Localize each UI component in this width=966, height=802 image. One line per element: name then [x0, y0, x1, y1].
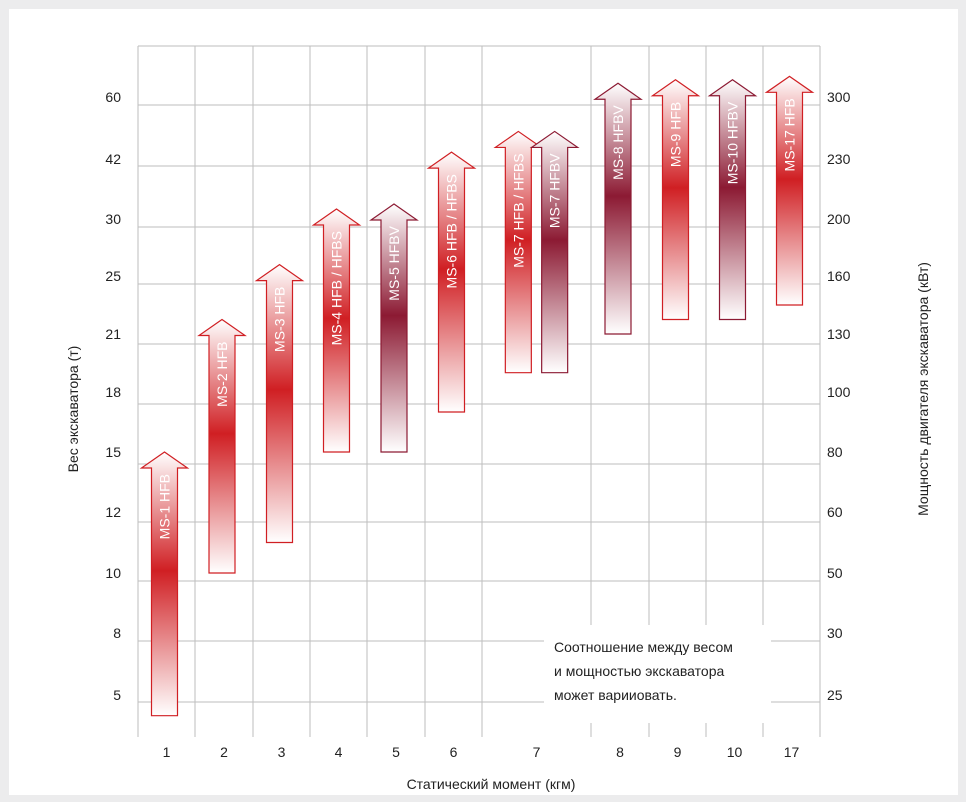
arrow-shape — [707, 79, 758, 321]
arrow-label: MS-5 HFBV — [386, 225, 402, 300]
arrow-shape — [593, 82, 643, 335]
note-line: Соотношение между весом — [554, 639, 733, 655]
arrow-series: MS-1 HFB MS-2 HFB MS-3 HFB MS-4 HFB / HFBS M… — [139, 75, 815, 717]
x-tick-label: 6 — [450, 744, 458, 760]
note-line: может варииовать. — [554, 687, 677, 703]
y-tick-right-label: 80 — [827, 444, 843, 460]
y-tick-right-label: 25 — [827, 687, 843, 703]
note-box: Соотношение между весом и мощностью экск… — [544, 625, 771, 723]
y-tick-right-label: 160 — [827, 268, 851, 284]
y-axis-left-ticks: 60 42 30 25 21 18 15 12 10 8 5 — [105, 89, 121, 703]
y-tick-left-label: 60 — [105, 89, 121, 105]
y-tick-right-label: 100 — [827, 384, 851, 400]
x-tick-label: 10 — [727, 744, 743, 760]
arrow-bar: MS-7 HFBV — [529, 130, 580, 374]
arrow-bar: MS-5 HFBV — [369, 203, 419, 453]
arrow-bar: MS-3 HFB — [254, 263, 305, 544]
arrow-bar: MS-2 HFB — [197, 318, 247, 574]
x-tick-label: 2 — [220, 744, 228, 760]
arrow-bar: MS-10 HFBV — [707, 79, 758, 321]
x-tick-label: 17 — [784, 744, 800, 760]
y-tick-right-label: 230 — [827, 151, 851, 167]
arrow-shape — [369, 203, 419, 453]
arrow-bar: MS-4 HFB / HFBS — [311, 208, 362, 453]
x-tick-label: 4 — [335, 744, 343, 760]
arrow-bar: MS-9 HFB — [650, 79, 701, 321]
arrow-shape — [254, 263, 305, 544]
x-tick-label: 7 — [533, 744, 541, 760]
y-tick-right-label: 60 — [827, 504, 843, 520]
x-axis-ticks: 1 2 3 4 5 6 7 8 9 10 17 — [163, 744, 800, 760]
arrow-shape — [426, 151, 477, 413]
y-axis-left-label: Вес экскаватора (т) — [65, 345, 81, 473]
arrow-label: MS-17 HFB — [782, 98, 798, 171]
y-tick-right-label: 300 — [827, 89, 851, 105]
arrow-label: MS-10 HFBV — [725, 101, 741, 184]
arrow-bar: MS-8 HFBV — [593, 82, 643, 335]
arrow-shape — [764, 75, 815, 306]
x-tick-label: 1 — [163, 744, 171, 760]
arrow-shape — [529, 130, 580, 374]
x-tick-label: 8 — [616, 744, 624, 760]
note-line: и мощностью экскаватора — [554, 663, 725, 679]
x-tick-label: 9 — [674, 744, 682, 760]
arrow-shape — [197, 318, 247, 574]
y-tick-right-label: 130 — [827, 326, 851, 342]
y-tick-right-label: 50 — [827, 565, 843, 581]
arrow-label: MS-3 HFB — [272, 287, 288, 352]
arrow-bar: MS-17 HFB — [764, 75, 815, 306]
x-axis-label: Статический момент (кгм) — [406, 776, 576, 792]
arrow-label: MS-2 HFB — [214, 342, 230, 407]
arrow-label: MS-8 HFBV — [610, 105, 626, 180]
y-axis-right-ticks: 300 230 200 160 130 100 80 60 50 30 25 — [827, 89, 851, 703]
chart-panel: 60 42 30 25 21 18 15 12 10 8 5 300 230 200 160 130 100 8… — [9, 9, 958, 795]
arrow-bar: MS-7 HFB / HFBS — [493, 130, 544, 374]
y-tick-right-label: 30 — [827, 625, 843, 641]
y-axis-right-label: Мощность двигателя экскаватора (кВт) — [915, 262, 931, 516]
y-tick-left-label: 30 — [105, 211, 121, 227]
arrow-bar: MS-1 HFB — [139, 451, 190, 717]
arrow-label: MS-7 HFBV — [547, 153, 563, 228]
x-tick-label: 3 — [278, 744, 286, 760]
arrow-label: MS-6 HFB / HFBS — [444, 174, 460, 288]
arrow-label: MS-7 HFB / HFBS — [510, 153, 526, 267]
arrow-shape — [139, 451, 190, 717]
arrow-shape — [311, 208, 362, 453]
arrow-label: MS-9 HFB — [668, 102, 684, 167]
y-tick-left-label: 8 — [113, 625, 121, 641]
x-tick-label: 5 — [392, 744, 400, 760]
y-tick-left-label: 25 — [105, 268, 121, 284]
arrow-shape — [650, 79, 701, 321]
arrow-label: MS-4 HFB / HFBS — [329, 231, 345, 345]
arrow-label: MS-1 HFB — [157, 474, 173, 539]
y-tick-right-label: 200 — [827, 211, 851, 227]
y-tick-left-label: 15 — [105, 444, 121, 460]
arrow-bar: MS-6 HFB / HFBS — [426, 151, 477, 413]
y-tick-left-label: 10 — [105, 565, 121, 581]
y-tick-left-label: 18 — [105, 384, 121, 400]
y-tick-left-label: 21 — [105, 326, 121, 342]
y-tick-left-label: 42 — [105, 151, 121, 167]
y-tick-left-label: 5 — [113, 687, 121, 703]
y-tick-left-label: 12 — [105, 504, 121, 520]
arrow-shape — [493, 130, 544, 374]
